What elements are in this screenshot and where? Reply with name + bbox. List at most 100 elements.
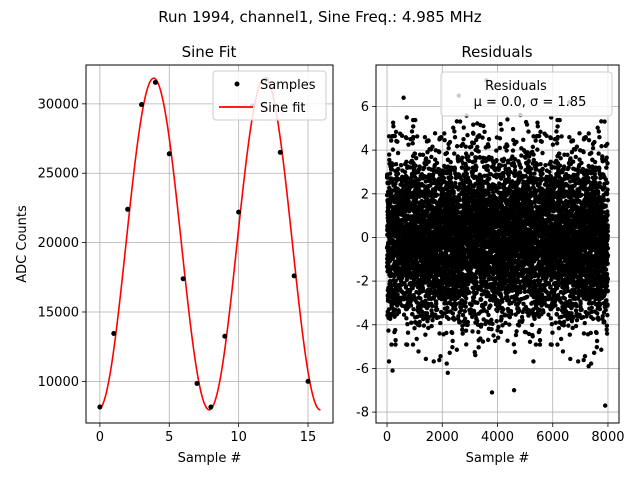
residual-point <box>498 163 504 168</box>
residual-point <box>509 311 514 317</box>
residual-point <box>463 304 468 309</box>
sample-point <box>291 273 297 279</box>
residual-point <box>485 337 491 343</box>
sine-fit-x-tick-label: 0 <box>96 430 104 445</box>
residual-point <box>395 139 400 144</box>
residual-point <box>489 327 494 332</box>
residual-point <box>478 297 484 302</box>
residual-point <box>460 327 465 332</box>
residual-point <box>497 185 502 190</box>
residual-point <box>449 175 454 180</box>
residual-point <box>505 143 510 149</box>
residual-point <box>390 147 396 152</box>
residual-point <box>423 356 429 362</box>
residual-point <box>474 275 479 280</box>
residual-point <box>453 306 458 312</box>
residual-point <box>436 167 442 172</box>
residual-point <box>417 323 422 328</box>
residual-point <box>463 300 468 305</box>
residual-point <box>436 149 442 155</box>
sample-point <box>166 151 172 157</box>
residual-point <box>463 328 469 333</box>
residual-point <box>476 345 481 350</box>
residual-point <box>501 156 507 162</box>
residual-point <box>395 171 401 176</box>
residual-point <box>459 203 464 208</box>
residual-point <box>404 115 409 120</box>
residual-point <box>387 316 393 322</box>
residual-point <box>474 280 479 285</box>
residual-point <box>512 164 518 169</box>
sample-point <box>194 380 200 386</box>
sine-fit-y-tick-label: 30000 <box>38 97 79 112</box>
residual-point <box>399 275 405 281</box>
residual-point <box>411 124 416 129</box>
residual-point <box>499 127 504 132</box>
residual-point <box>492 338 498 344</box>
residual-point <box>402 169 408 175</box>
residual-point <box>469 151 475 157</box>
sample-point <box>139 102 145 108</box>
residual-point <box>414 155 419 161</box>
residual-point <box>387 171 393 176</box>
residual-point <box>410 312 415 317</box>
residual-point <box>450 311 456 316</box>
residual-point <box>388 138 394 143</box>
residual-point <box>470 329 475 334</box>
residual-point <box>451 125 456 130</box>
residual-point <box>448 159 453 165</box>
sample-point <box>277 149 283 155</box>
residual-point <box>444 150 450 156</box>
residual-point <box>393 129 399 135</box>
residual-point <box>431 359 436 364</box>
residual-point <box>429 323 434 329</box>
residual-point <box>411 306 416 312</box>
residual-point <box>434 301 439 306</box>
residual-point <box>459 307 464 313</box>
residual-point <box>486 312 491 318</box>
residual-point <box>465 319 471 325</box>
residual-point <box>442 131 447 136</box>
residual-point <box>510 148 516 153</box>
residual-point <box>500 299 505 304</box>
residual-point <box>454 347 460 352</box>
residual-point <box>511 342 517 347</box>
residual-point <box>423 298 428 304</box>
residual-point <box>415 180 420 185</box>
residual-point <box>430 317 435 323</box>
residual-point <box>452 151 457 156</box>
residual-point <box>403 284 409 289</box>
residual-point <box>483 300 488 306</box>
residual-point <box>386 359 392 364</box>
residual-point <box>411 134 416 140</box>
residual-point <box>405 342 410 347</box>
residual-point <box>393 278 398 284</box>
residual-point <box>395 150 401 156</box>
residual-point <box>414 134 420 139</box>
residual-point <box>426 325 431 331</box>
residual-point <box>432 131 438 136</box>
residual-point <box>456 313 461 319</box>
residual-point <box>421 288 426 293</box>
sine-fit-title: Sine Fit <box>182 43 237 61</box>
residual-point <box>438 320 443 326</box>
residual-point <box>457 319 463 324</box>
sine-fit-y-tick-label: 10000 <box>38 375 79 390</box>
residual-point <box>393 327 398 333</box>
residual-point <box>494 158 499 163</box>
residual-point <box>421 203 426 209</box>
residual-point <box>420 152 426 157</box>
residual-point <box>475 144 480 150</box>
residual-point <box>498 329 504 335</box>
residual-point <box>471 140 477 146</box>
residual-point <box>518 165 524 170</box>
residual-point <box>410 342 416 347</box>
residual-point <box>505 338 510 343</box>
residual-point <box>473 352 478 358</box>
residual-point <box>386 328 391 333</box>
residual-point <box>513 332 519 338</box>
residual-point <box>473 181 478 186</box>
residual-point <box>482 129 487 135</box>
residual-point <box>426 138 431 144</box>
